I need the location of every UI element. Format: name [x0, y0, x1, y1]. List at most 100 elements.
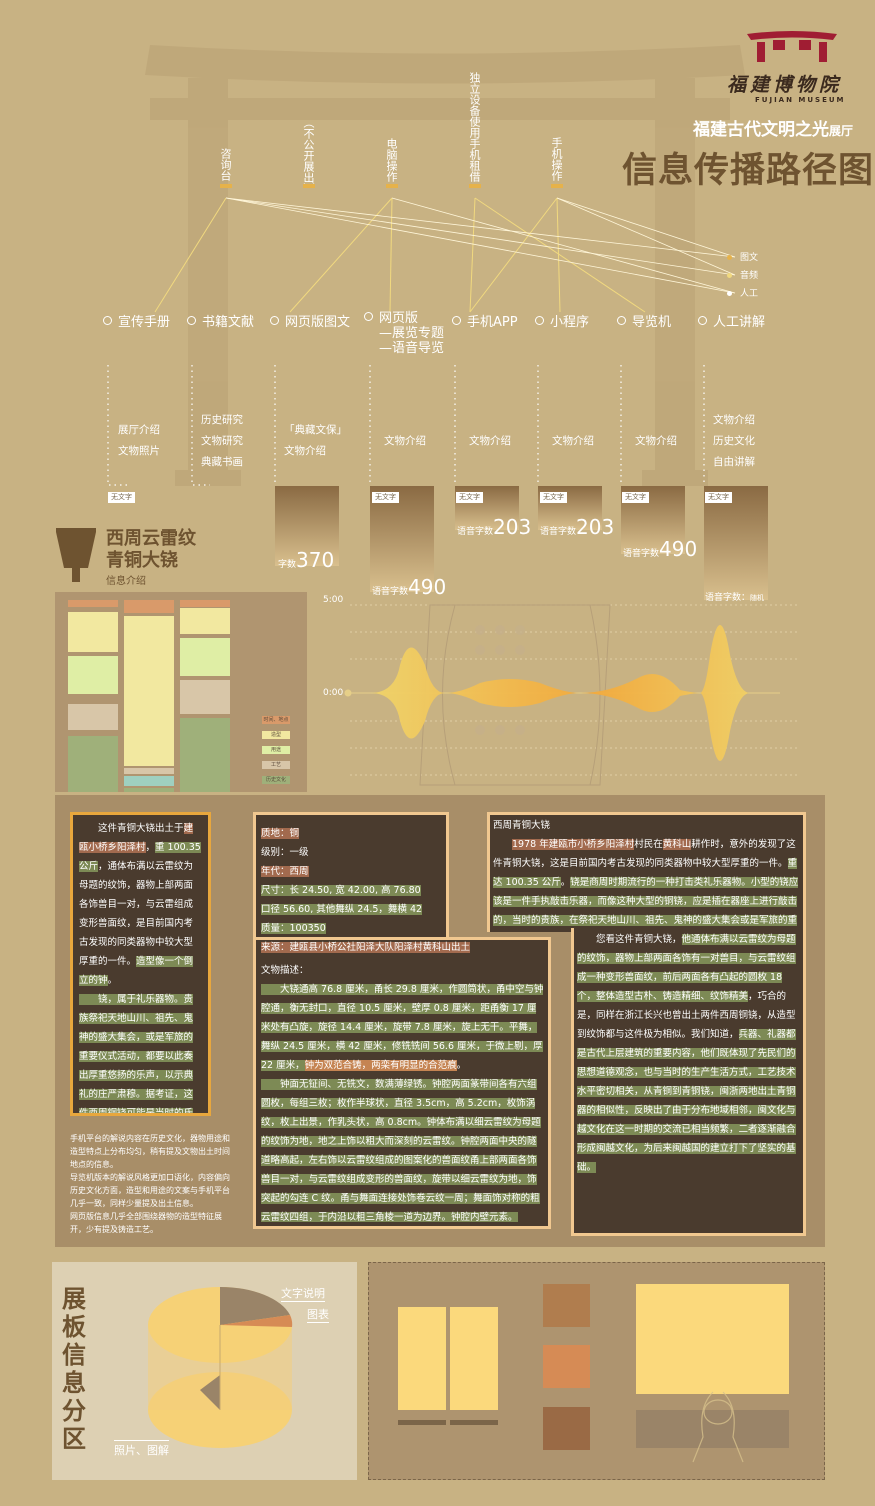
p1-part: 。 [107, 975, 118, 986]
circle-icon [452, 316, 461, 325]
channel-label: 宣传手册 [118, 315, 171, 330]
header-subtitle-wrap: 福建古代文明之光展厅 [693, 115, 853, 140]
desc-title: 文物描述： [261, 965, 309, 976]
desc-part: 钟面无钲间、无铣文，数满薄绿锈。钟腔两面篆带间各有六组圆枚，每组三枚；枚作半球状… [261, 1079, 541, 1222]
badge-no-text: 无文字 [622, 492, 649, 503]
timeline-mid-label: 0:00 [323, 688, 344, 698]
legend-label: 音频 [740, 271, 759, 281]
channel-label: 书籍文献 [202, 315, 255, 330]
source-markers [154, 184, 736, 313]
note-line: 手机平台的解说内容在历史文化，器物用途和造型特点上分布均匀，稍有提及文物出土时间… [70, 1134, 230, 1169]
panel-app-intro: 1978 年建瓯市小桥乡阳泽村村民在黄科山耕作时，意外的发现了这件青铜大铙，这是… [493, 835, 801, 930]
channel-3: 网页版 —展览专题 —语音导览 [364, 311, 444, 356]
channel-2: 网页版图文 [270, 311, 350, 330]
source-marker-1 [303, 184, 315, 188]
artifact-subtitle: 信息介绍 [106, 576, 146, 587]
detail-line: 展厅介绍 [118, 424, 160, 436]
zone-title: 展板信息分区 [62, 1285, 86, 1453]
circle-icon [698, 316, 707, 325]
detail-line: 文物介绍 [384, 435, 426, 447]
detail-line: 文物照片 [118, 445, 160, 457]
page-title: 信息传播路径图 [622, 151, 875, 191]
desc-part: 。 [456, 1060, 467, 1071]
info-legend-item: 造型 [262, 731, 290, 739]
channel-5-details: 文物介绍 [552, 431, 594, 452]
bar-guided-tour [704, 486, 768, 600]
source-label-2: 电脑操作 [385, 138, 398, 182]
legend-dot-icon [727, 255, 732, 260]
panel-app-body: 您看这件青铜大铙，他通体布满以云雷纹为母题的纹饰，器物上部两面各饰有一对兽目，与… [577, 930, 801, 1228]
panel-guide-desc: 大铙通高 76.8 厘米，甬长 29.8 厘米，作圆筒状，甬中空与钟腔通，衡无封… [261, 980, 545, 1222]
detail-line: 历史研究 [201, 414, 243, 426]
source-label-3: 独立设备使用手机租借 [468, 72, 481, 182]
meta-line: 尺寸：长 24.50, 宽 42.00, 高 76.80 [261, 885, 421, 896]
source-label-1: （不公开展出） [302, 117, 315, 194]
p1-part: ， [145, 842, 156, 853]
count-value: 490 [408, 575, 447, 599]
p3-part: 耕作时，意外的发现了这件青铜大铙，这是目前国内考古发现的同类器物中较大型厚重的一… [493, 839, 796, 869]
zone-layout-blocks [398, 1284, 789, 1463]
logo-en: FUJIAN MUSEUM [755, 96, 846, 104]
count-label: 语音字数 [457, 527, 494, 537]
source-label-0: 咨询台 [219, 148, 232, 181]
channel-connectors [107, 365, 705, 486]
note-line: 网页版信息几乎全部围绕器物的造型特征展开，少有提及铸造工艺。 [70, 1212, 222, 1234]
legend-item-human: 人工 [727, 286, 758, 304]
logo-cn: 福建博物院 [727, 74, 843, 96]
detail-line: 文物介绍 [469, 435, 511, 447]
count-web-audio: 语音字数490 [372, 575, 446, 599]
zone-label-chart: 图表 [307, 1308, 329, 1323]
circle-icon [187, 316, 196, 325]
count-label: 语音字数 [623, 549, 660, 559]
circle-icon [535, 316, 544, 325]
badge-no-text: 无文字 [705, 492, 732, 503]
count-app: 语音字数203 [457, 515, 531, 539]
meta-line: 级别：一级 [261, 847, 309, 858]
p3-part: ，巧合的是，同样在浙江长兴也曾出土两件西周铜铙，从造型到纹饰都与这件极为相似。我… [577, 991, 796, 1040]
info-legend: 时间、地点 造型 用途 工艺 历史文化 [262, 716, 290, 784]
channel-7: 人工讲解 [698, 311, 765, 330]
channel-label-line3: —语音导览 [379, 341, 445, 356]
legend: 图文 音频 人工 [727, 250, 758, 304]
circle-icon [103, 316, 112, 325]
channel-1: 书籍文献 [187, 311, 254, 330]
count-value: 203 [493, 515, 532, 539]
channel-label: 网页版图文 [285, 315, 351, 330]
source-marker-3 [469, 184, 481, 188]
artifact-title-line1: 西周云雷纹 [106, 528, 196, 549]
detail-line: 文物介绍 [713, 414, 755, 426]
meta-line: 口径 56.60, 其他舞纵 24.5，舞横 42 [261, 904, 423, 915]
legend-item-text-image: 图文 [727, 250, 758, 268]
meta-line: 来源：建瓯县小桥公社阳泽大队阳泽村黄科山出土 [261, 942, 471, 953]
channel-3-details: 文物介绍 [384, 431, 426, 452]
count-label: 语音字数 [540, 527, 577, 537]
channel-label: 小程序 [550, 315, 590, 330]
legend-dot-icon [727, 291, 732, 296]
source-marker-2 [386, 184, 398, 188]
timeline-top-label: 5:00 [323, 595, 344, 605]
bell-icon [56, 528, 96, 582]
circle-icon [617, 316, 626, 325]
detail-line: 文物研究 [201, 435, 243, 447]
panel-guide-frame-top [253, 812, 449, 942]
badge-no-text: 无文字 [456, 492, 483, 503]
p3-part: 村民在 [634, 839, 663, 850]
badge-no-text: 无文字 [108, 492, 135, 503]
channel-label: 手机APP [467, 315, 518, 330]
channel-4-details: 文物介绍 [469, 431, 511, 452]
count-value: 203 [576, 515, 615, 539]
detail-line: 文物介绍 [635, 435, 677, 447]
meta-line: 年代：西周 [261, 866, 309, 877]
detail-line: 典藏书画 [201, 456, 243, 468]
info-legend-item: 历史文化 [262, 776, 290, 784]
channel-6: 导览机 [617, 311, 671, 330]
p3-part: 1978 年建瓯市小桥乡阳泽村 [512, 839, 635, 850]
count-label: 字数 [278, 560, 297, 570]
panel-guide-meta: 质地：铜 级别：一级 年代：西周 尺寸：长 24.50, 宽 42.00, 高 … [261, 824, 545, 1222]
legend-label: 人工 [740, 289, 759, 299]
count-guide: 语音字数490 [623, 537, 697, 561]
meta-line: 质地：铜 [261, 828, 300, 839]
source-marker-4 [551, 184, 563, 188]
museum-logo-mark [747, 31, 837, 62]
channel-0: 宣传手册 [103, 311, 170, 330]
